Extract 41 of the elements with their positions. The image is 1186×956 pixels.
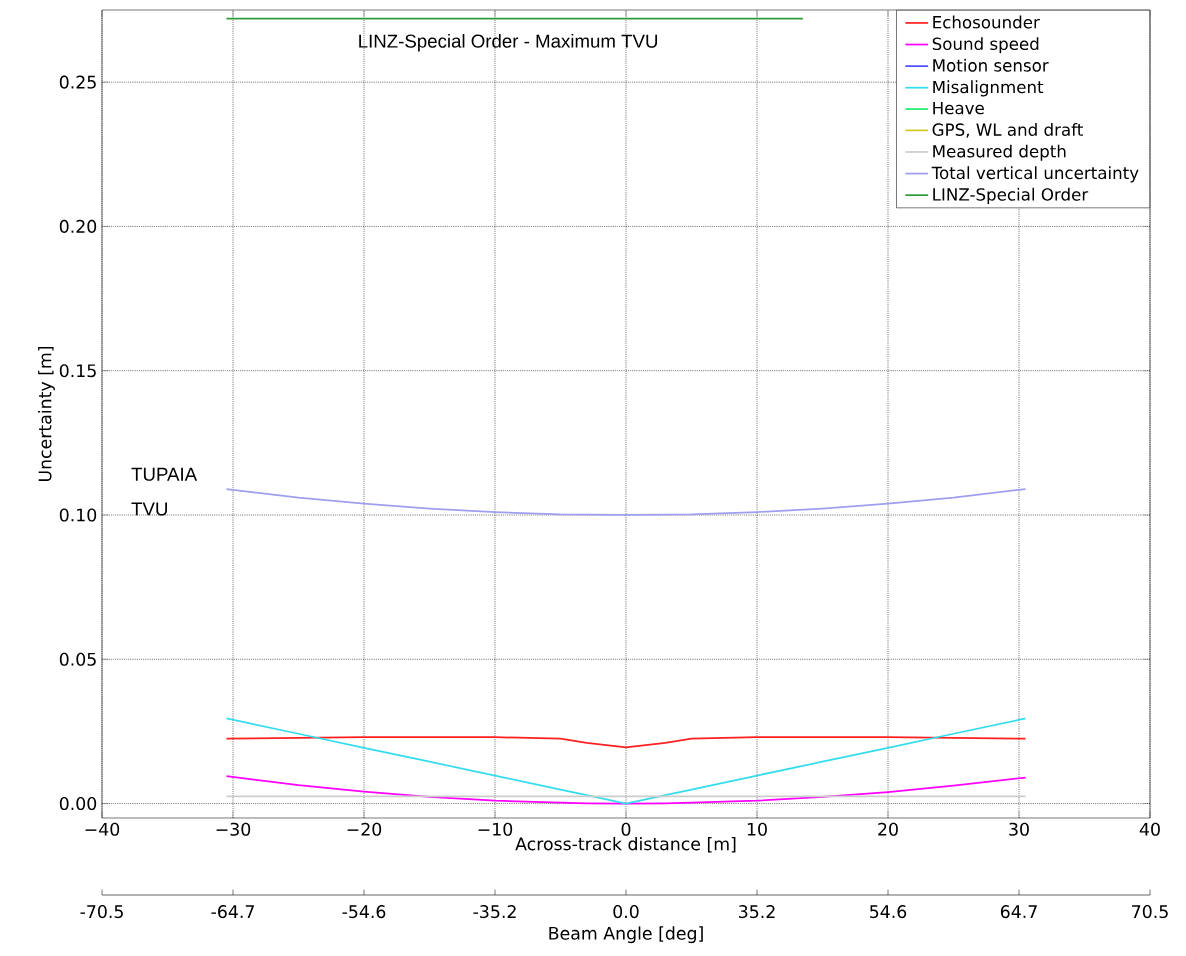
text: 64.7 <box>1000 905 1037 919</box>
legend-label: Motion sensor <box>933 58 1049 72</box>
legend-label: Sound speed <box>932 37 1039 54</box>
text: -35.2 <box>473 905 516 919</box>
text: Beam Angle [deg] <box>549 926 703 944</box>
x-tick-label: 30 <box>1009 822 1029 836</box>
line-series <box>225 775 1027 805</box>
x-tick-label: 40 <box>1139 822 1160 836</box>
y-tick-label: 0.15 <box>59 364 96 378</box>
text: -64.7 <box>211 905 254 919</box>
text: -54.6 <box>342 905 386 919</box>
legend-label: Total vertical uncertainty <box>931 166 1139 183</box>
x-tick-label: 10 <box>747 822 767 836</box>
text: 35.2 <box>739 905 775 919</box>
y-tick-label: 0.25 <box>59 75 96 89</box>
x-tick-label: −20 <box>347 822 382 836</box>
y-tick-label: 0.10 <box>59 508 97 522</box>
x-tick-label: −10 <box>478 822 513 836</box>
text: 54.6 <box>870 905 907 919</box>
legend-label: Heave <box>933 101 984 115</box>
x-tick-label: 20 <box>878 822 898 836</box>
x-tick-label: −30 <box>216 822 251 836</box>
y-tick-label: 0.20 <box>59 219 97 233</box>
annotation: TUPAIA TVU <box>131 467 198 516</box>
text: -70.5 <box>80 905 123 919</box>
x-axis-title: Across-track distance [m] <box>515 836 736 853</box>
text: 70.5 <box>1132 905 1168 919</box>
x-tick-label: 0 <box>621 822 631 836</box>
legend-label: Misalignment <box>933 80 1044 97</box>
annotation: LINZ-Special Order - Maximum TVU <box>359 34 658 52</box>
legend-label: Echosounder <box>933 15 1040 29</box>
legend-label: GPS, WL and draft <box>932 123 1083 138</box>
line-series <box>225 488 1027 516</box>
text: 0.0 <box>613 905 639 919</box>
y-tick-label: 0.05 <box>59 652 96 666</box>
legend-label: LINZ-Special Order <box>933 187 1089 204</box>
line-series <box>225 717 1027 805</box>
y-axis-title: Uncertainty [m] <box>38 346 55 482</box>
x-tick-label: −40 <box>85 822 120 836</box>
y-tick-label: 0.00 <box>59 797 97 811</box>
legend-label: Measured depth <box>933 144 1066 161</box>
